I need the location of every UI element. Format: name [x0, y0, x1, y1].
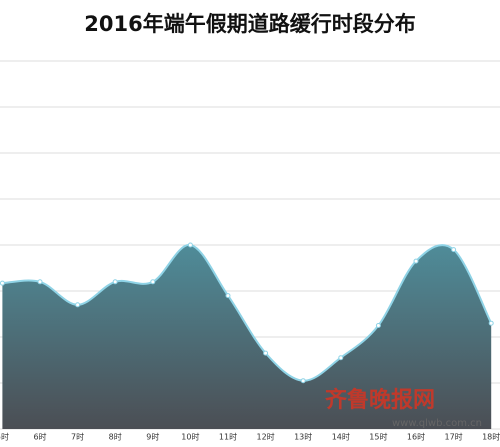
x-tick-label: 16时: [407, 432, 425, 442]
x-tick-label: 15时: [369, 432, 387, 442]
x-tick-label: 13时: [294, 432, 312, 442]
point: [375, 323, 381, 328]
chart-title: 2016年端午假期道路缓行时段分布: [84, 12, 415, 36]
x-tick-label: 12时: [257, 432, 275, 442]
point: [263, 350, 269, 356]
point: [413, 258, 419, 264]
point: [225, 293, 231, 299]
x-tick-label: 6时: [33, 432, 46, 442]
x-tick-label: 7时: [71, 432, 84, 442]
point: [451, 247, 457, 253]
point: [488, 320, 494, 326]
point: [75, 302, 81, 308]
point: [150, 279, 156, 285]
point: [300, 378, 306, 384]
x-tick-label: 5时: [0, 432, 9, 442]
x-tick-label: 8时: [109, 432, 122, 442]
watermark-name: 齐鲁晚报网: [325, 387, 435, 413]
x-tick-label: 11时: [219, 432, 237, 442]
watermark-url: www.qlwb.com.cn: [392, 418, 482, 429]
x-tick-label: 18时: [482, 432, 500, 442]
x-tick-label: 17时: [445, 432, 463, 442]
point: [112, 279, 118, 285]
area: [2, 244, 492, 429]
point: [0, 280, 5, 286]
x-tick-label: 9时: [146, 432, 159, 442]
point: [338, 355, 344, 361]
x-tick-label: 10时: [181, 432, 199, 442]
point: [187, 242, 193, 248]
x-tick-label: 14时: [332, 432, 350, 442]
point: [37, 279, 43, 285]
